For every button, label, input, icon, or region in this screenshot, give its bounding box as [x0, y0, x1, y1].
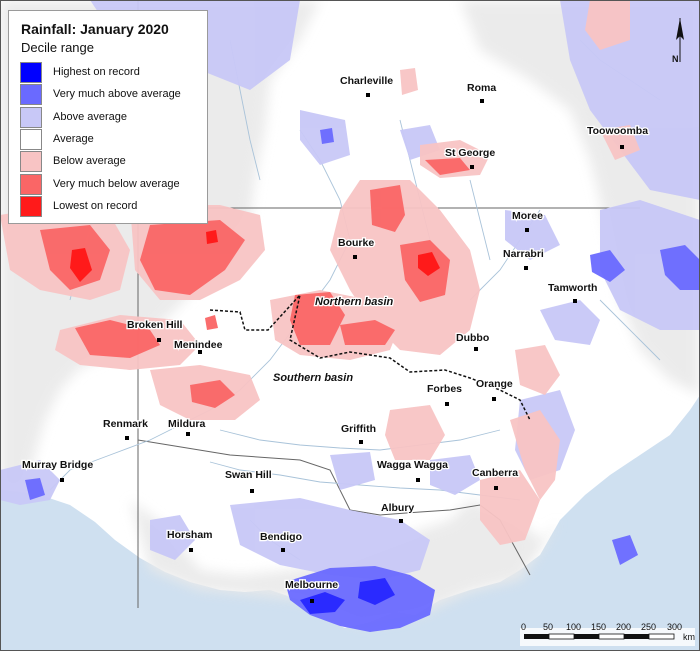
legend-row-highest: Highest on record [20, 62, 205, 84]
label-horsham: Horsham [167, 529, 213, 541]
label-wagga-wagga: Wagga Wagga [377, 459, 448, 471]
legend-row-above: Above average [20, 107, 205, 129]
label-broken-hill: Broken Hill [127, 319, 183, 331]
legend-swatch-highest [20, 62, 42, 83]
scale-tick-50: 50 [543, 622, 553, 632]
label-tamworth: Tamworth [548, 282, 597, 294]
scale-tick-100: 100 [566, 622, 581, 632]
legend: Rainfall: January 2020 Decile range High… [8, 10, 208, 224]
northern-basin-label: Northern basin [315, 296, 394, 308]
north-arrow: N [672, 18, 684, 64]
label-menindee: Menindee [174, 339, 223, 351]
rainfall-very-much-below [40, 158, 470, 408]
legend-row-below: Below average [20, 151, 205, 173]
label-swan-hill: Swan Hill [225, 469, 272, 481]
legend-row-average: Average [20, 129, 205, 151]
gulf [0, 490, 55, 560]
legend-label-lowest: Lowest on record [53, 200, 138, 212]
label-narrabri: Narrabri [503, 248, 544, 260]
north-label: N [672, 54, 679, 64]
label-albury: Albury [381, 502, 414, 514]
label-forbes: Forbes [427, 383, 462, 395]
legend-label-very-much-above: Very much above average [53, 88, 181, 100]
legend-swatch-average [20, 129, 42, 150]
legend-row-very-much-above: Very much above average [20, 84, 205, 106]
scale-bar: 0 50 100 150 200 250 300 km [520, 622, 695, 646]
scale-tick-200: 200 [616, 622, 631, 632]
label-murray-bridge: Murray Bridge [22, 459, 93, 471]
label-bendigo: Bendigo [260, 531, 302, 543]
label-canberra: Canberra [472, 467, 518, 479]
rainfall-very-much-above [25, 128, 700, 632]
legend-label-below: Below average [53, 155, 126, 167]
label-moree: Moree [512, 210, 543, 222]
scale-tick-0: 0 [521, 622, 526, 632]
label-mildura: Mildura [168, 418, 205, 430]
legend-label-average: Average [53, 133, 94, 145]
city-labels: Charleville Roma Toowoomba St George Mor… [21, 74, 650, 593]
label-bourke: Bourke [338, 237, 374, 249]
legend-row-lowest: Lowest on record [20, 196, 205, 218]
label-toowoomba: Toowoomba [587, 125, 648, 137]
legend-swatch-very-much-below [20, 174, 42, 195]
label-orange: Orange [476, 378, 513, 390]
scale-tick-250: 250 [641, 622, 656, 632]
legend-label-above: Above average [53, 111, 127, 123]
label-griffith: Griffith [341, 423, 376, 435]
scale-unit: km [683, 632, 695, 642]
label-dubbo: Dubbo [456, 332, 489, 344]
scale-tick-150: 150 [591, 622, 606, 632]
legend-swatch-very-much-above [20, 84, 42, 105]
rainfall-highest-on-record [300, 578, 395, 614]
label-melbourne: Melbourne [285, 579, 338, 591]
label-st-george: St George [445, 147, 495, 159]
legend-swatch-lowest [20, 196, 42, 217]
legend-swatch-above [20, 107, 42, 128]
legend-subtitle: Decile range [21, 40, 94, 55]
legend-row-very-much-below: Very much below average [20, 174, 205, 196]
city-markers [60, 93, 624, 603]
legend-swatch-below [20, 151, 42, 172]
legend-label-very-much-below: Very much below average [53, 178, 180, 190]
southern-basin-label: Southern basin [273, 372, 353, 384]
rainfall-lowest-on-record [70, 230, 440, 282]
legend-label-highest: Highest on record [53, 66, 140, 78]
scale-tick-300: 300 [667, 622, 682, 632]
label-roma: Roma [467, 82, 496, 94]
label-charleville: Charleville [340, 75, 393, 87]
label-renmark: Renmark [103, 418, 148, 430]
legend-title: Rainfall: January 2020 [21, 21, 169, 37]
basin-boundary [209, 292, 531, 421]
